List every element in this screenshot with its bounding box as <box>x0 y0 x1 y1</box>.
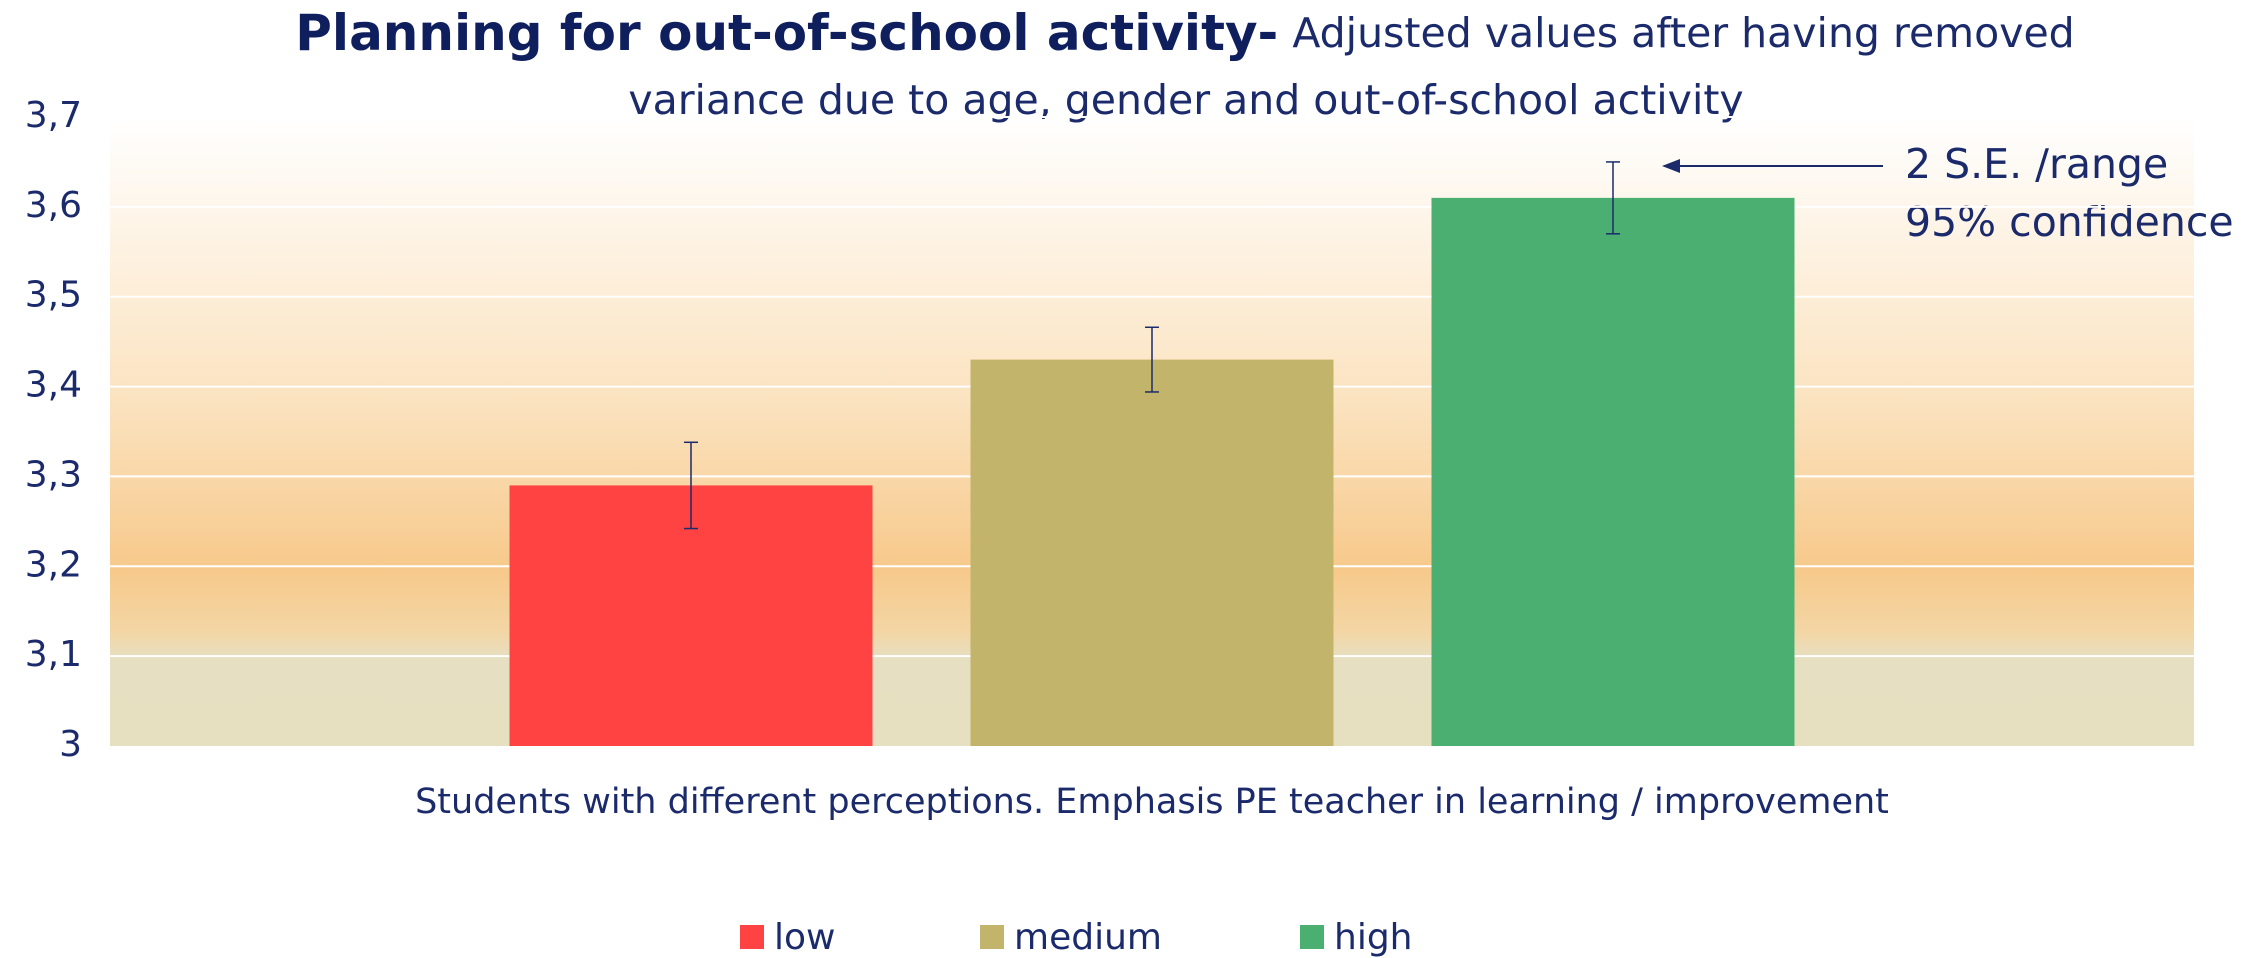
bar <box>1431 197 1795 746</box>
x-axis-label: Students with different perceptions. Emp… <box>415 782 1889 822</box>
annotation: 2 S.E. /range <box>1905 140 2168 188</box>
legend-label: low <box>774 917 835 958</box>
y-tick-label: 3,6 <box>25 185 82 226</box>
y-tick-label: 3,3 <box>25 454 82 495</box>
annotation: 95% confidence <box>1905 198 2234 246</box>
y-tick-label: 3,7 <box>25 95 82 136</box>
legend-swatch <box>980 925 1004 949</box>
legend-swatch <box>740 925 764 949</box>
legend-label: medium <box>1014 917 1162 958</box>
chart-title: Planning for out-of-school activity- Adju… <box>295 4 2074 62</box>
y-tick-label: 3 <box>59 724 82 765</box>
legend-swatch <box>1300 925 1324 949</box>
legend-label: high <box>1334 917 1413 958</box>
y-tick-label: 3,1 <box>25 634 82 675</box>
y-tick-label: 3,2 <box>25 544 82 585</box>
y-tick-label: 3,5 <box>25 275 82 316</box>
y-tick-label: 3,4 <box>25 365 82 406</box>
subtitle: Adjusted values after having removed <box>1292 9 2074 57</box>
title: Planning for out-of-school activity- <box>295 4 1278 62</box>
bar <box>970 359 1334 746</box>
arrow-head <box>1662 159 1680 173</box>
